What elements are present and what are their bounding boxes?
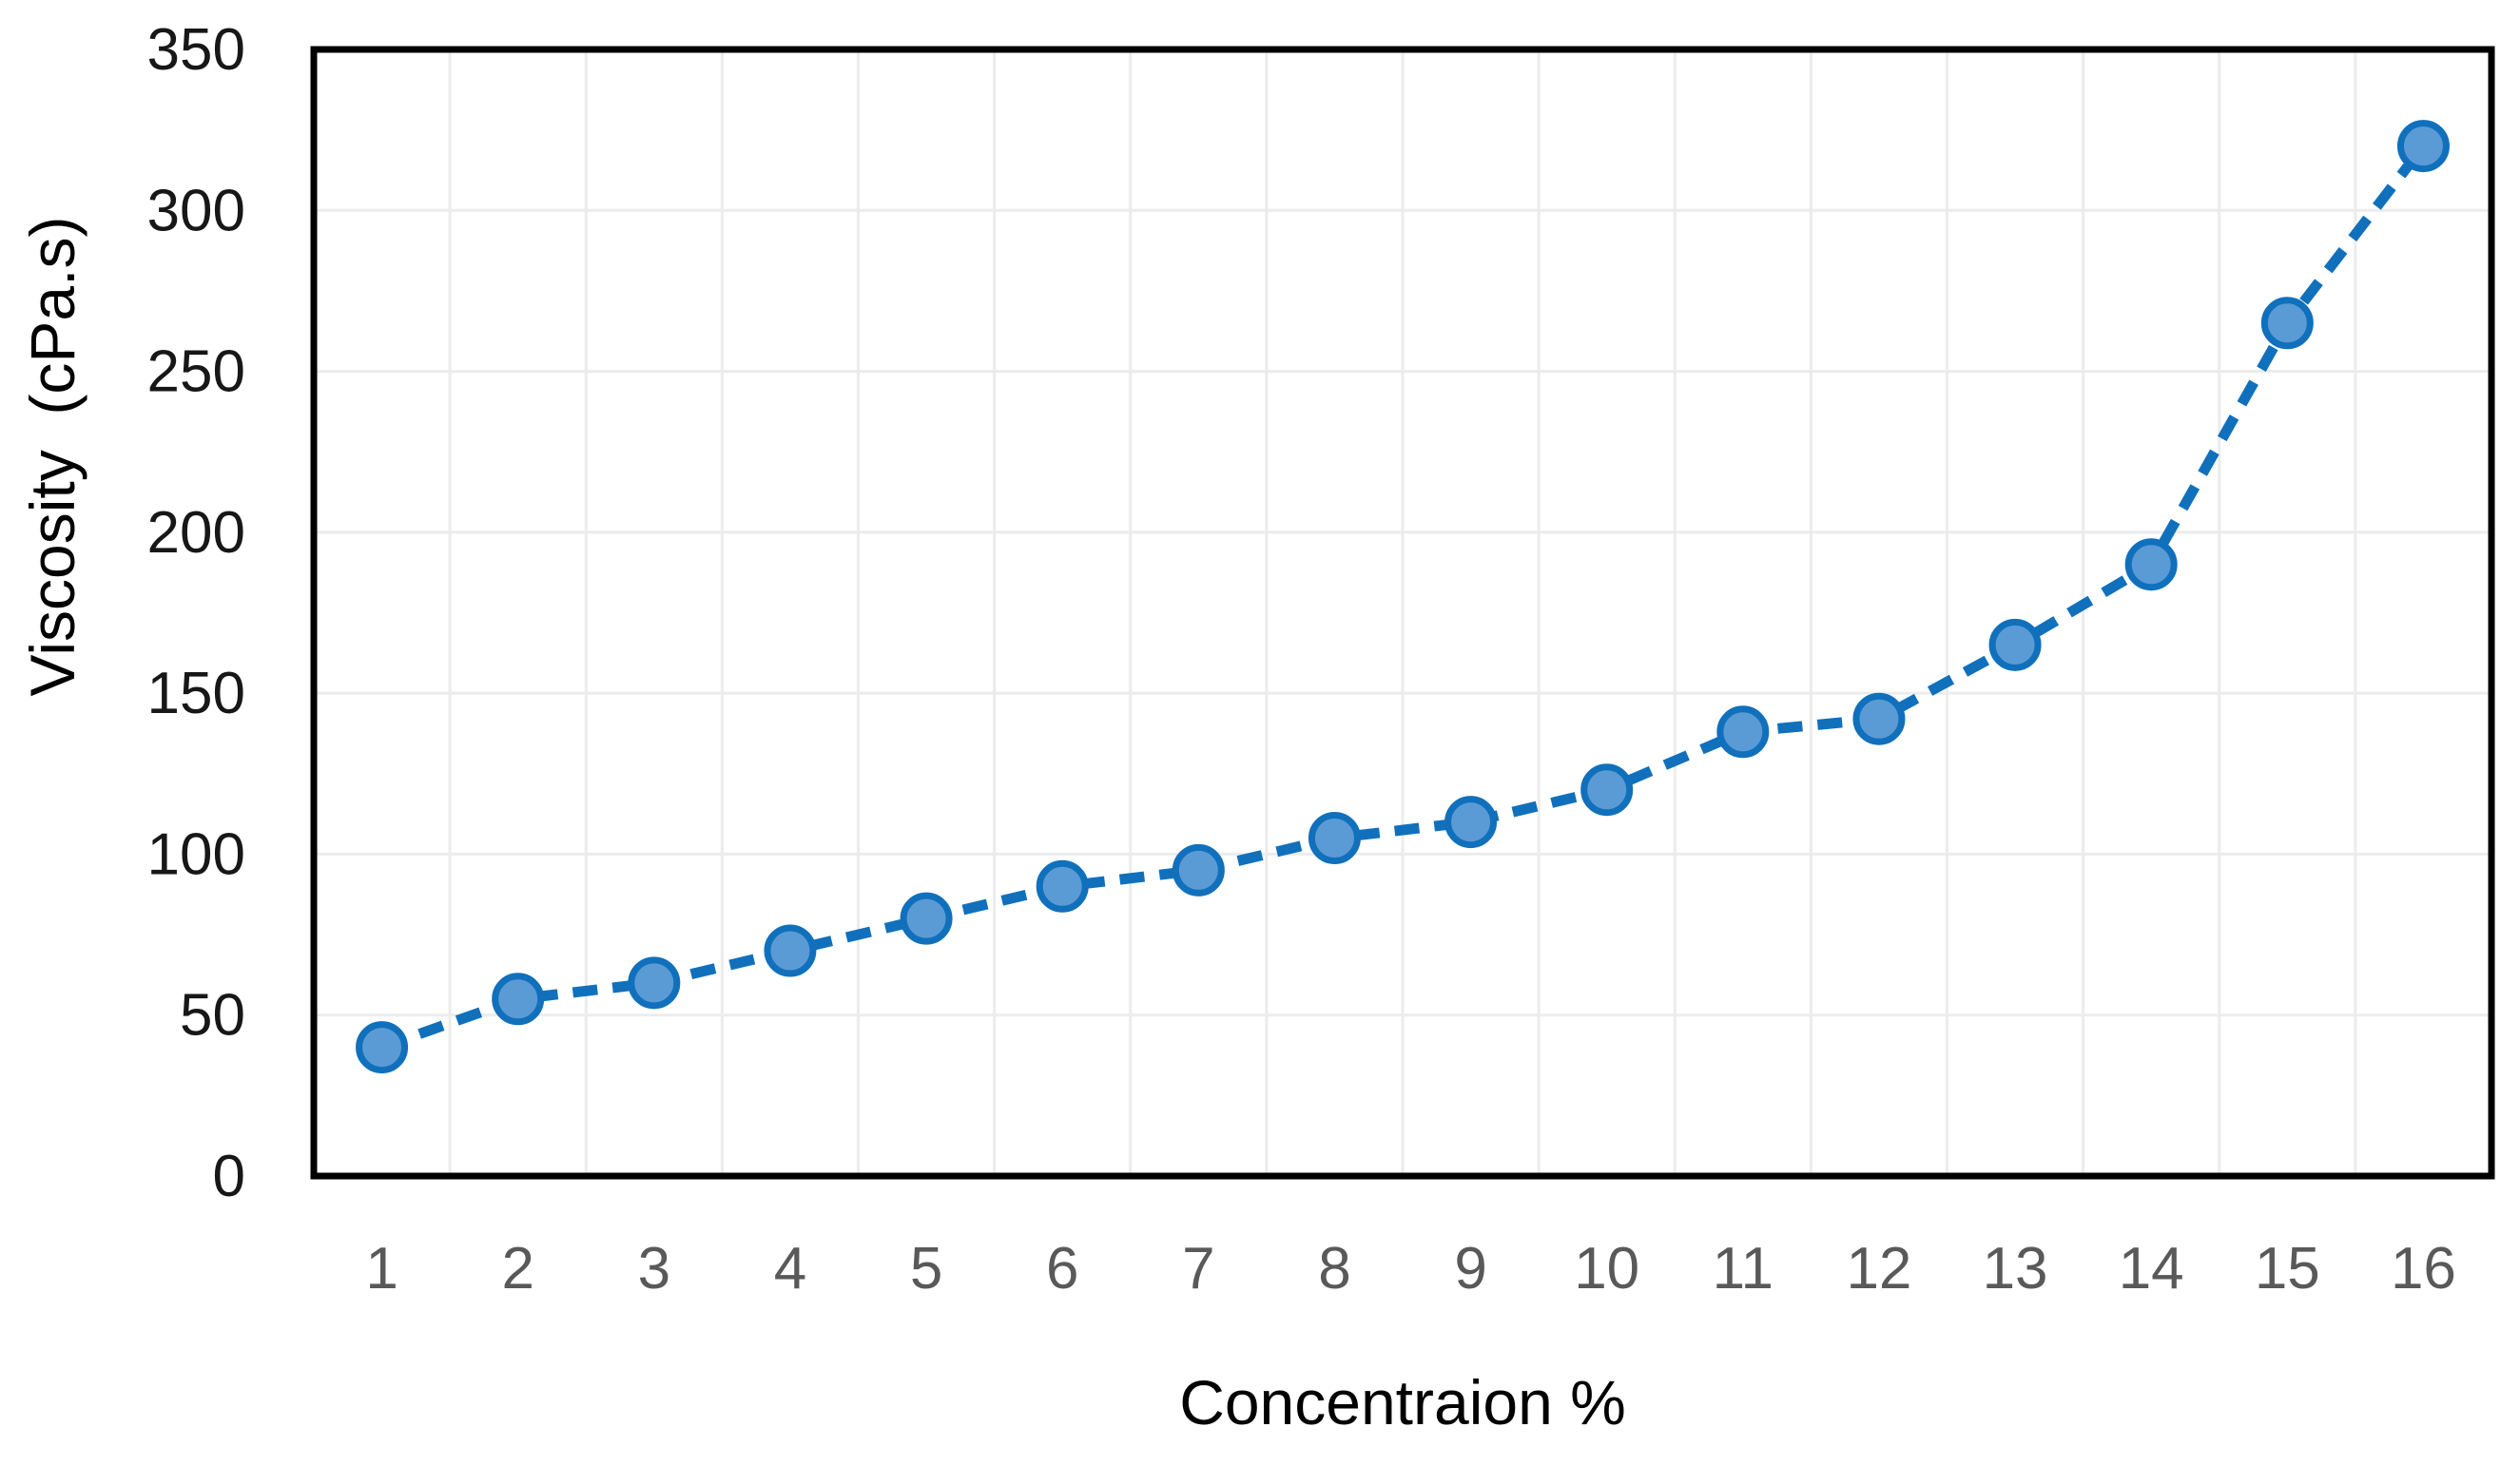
data-point-marker <box>2396 120 2450 173</box>
x-tick-label: 16 <box>2391 1236 2456 1302</box>
x-tick-label: 14 <box>2119 1236 2184 1302</box>
data-point-marker <box>1036 859 1089 913</box>
x-tick-label: 6 <box>1046 1236 1078 1302</box>
y-axis-tick-labels: 0 50 100 150 200 250 300 350 <box>147 17 245 1209</box>
x-tick-label: 8 <box>1318 1236 1350 1302</box>
data-point-marker <box>1444 796 1498 849</box>
data-point-marker <box>900 892 953 945</box>
y-axis-title: Viscosity (cPa.s) <box>17 217 87 697</box>
series-line-viscosity <box>379 143 2428 1052</box>
data-point-marker <box>356 1021 409 1074</box>
y-tick-label: 350 <box>147 17 245 83</box>
data-point-marker <box>1580 763 1634 817</box>
data-point-marker <box>1852 692 1906 745</box>
data-point-marker <box>1988 618 2042 671</box>
y-tick-label: 50 <box>180 983 245 1049</box>
y-tick-label: 0 <box>213 1144 245 1209</box>
x-tick-label: 4 <box>774 1236 806 1302</box>
y-tick-label: 150 <box>147 661 245 726</box>
x-tick-label: 10 <box>1574 1236 1639 1302</box>
x-tick-label: 1 <box>365 1236 397 1302</box>
x-axis-tick-labels: 1 2 3 4 5 6 7 8 9 10 11 12 13 14 15 16 <box>365 1236 2456 1302</box>
plot-area-border <box>310 46 2495 1180</box>
x-axis-title: Concentraion % <box>1179 1367 1626 1437</box>
vertical-gridlines <box>448 49 2357 1176</box>
y-tick-label: 250 <box>147 339 245 405</box>
data-point-marker <box>1308 812 1361 864</box>
data-point-marker <box>2124 538 2178 591</box>
x-tick-label: 15 <box>2255 1236 2320 1302</box>
x-tick-label: 2 <box>501 1236 533 1302</box>
x-tick-label: 5 <box>910 1236 942 1302</box>
x-tick-label: 3 <box>638 1236 670 1302</box>
data-point-marker <box>1716 705 1770 759</box>
data-point-marker <box>2260 297 2314 350</box>
data-point-marker <box>628 956 681 1010</box>
x-tick-label: 7 <box>1182 1236 1214 1302</box>
x-tick-label: 13 <box>1983 1236 2048 1302</box>
x-tick-label: 12 <box>1846 1236 1911 1302</box>
y-tick-label: 200 <box>147 500 245 566</box>
y-tick-label: 100 <box>147 821 245 887</box>
y-tick-label: 300 <box>147 178 245 243</box>
x-tick-label: 9 <box>1454 1236 1486 1302</box>
data-point-marker <box>764 924 817 977</box>
x-tick-label: 11 <box>1713 1236 1774 1302</box>
series-layer <box>356 120 2450 1074</box>
data-point-marker <box>1172 843 1225 897</box>
data-point-marker <box>492 973 545 1026</box>
